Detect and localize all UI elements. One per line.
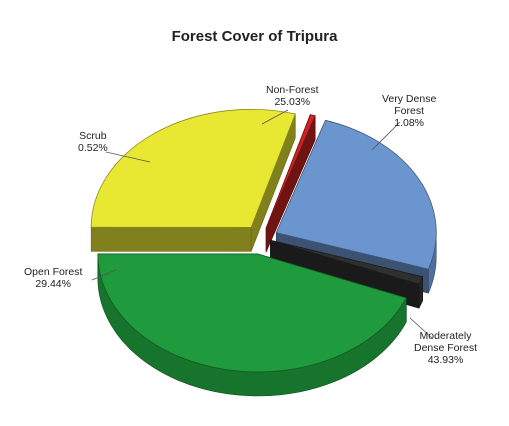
- label-scrub-line1: Scrub: [79, 130, 107, 142]
- slice-open-forest-top: [90, 108, 296, 228]
- label-open-forest-value: 29.44%: [35, 278, 71, 290]
- slice-moderately-dense-forest: [97, 253, 407, 397]
- leader-moderately-dense-forest: [409, 317, 433, 339]
- label-non-forest: Non-Forest 25.03%: [266, 84, 319, 108]
- slice-scrub: [265, 114, 316, 253]
- label-non-forest-line1: Non-Forest: [266, 84, 319, 96]
- slice-very-dense-forest-top: [270, 239, 424, 285]
- slice-moderately-dense-forest-top: [97, 253, 407, 373]
- label-moderately-dense-forest-line2: Dense Forest: [414, 342, 478, 354]
- label-very-dense-forest-line1: Very Dense: [382, 93, 437, 105]
- label-scrub: Scrub 0.52%: [78, 130, 108, 154]
- slice-scrub-top: [265, 114, 316, 229]
- chart-title: Forest Cover of Tripura: [171, 28, 338, 45]
- label-moderately-dense-forest-line1: Moderately: [419, 330, 472, 342]
- label-non-forest-value: 25.03%: [274, 96, 311, 108]
- label-scrub-value: 0.52%: [78, 142, 108, 154]
- slice-non-forest-top: [275, 119, 437, 270]
- leader-non-forest: [261, 109, 289, 125]
- label-very-dense-forest: Very Dense Forest 1.08%: [382, 93, 436, 129]
- leader-lines: [91, 109, 433, 339]
- leader-very-dense-forest: [371, 121, 401, 151]
- leader-scrub: [105, 151, 151, 163]
- label-very-dense-forest-value: 1.08%: [394, 117, 425, 129]
- label-open-forest: Open Forest 29.44%: [24, 266, 82, 290]
- leader-open-forest: [91, 269, 117, 281]
- label-moderately-dense-forest: Moderately Dense Forest 43.93%: [414, 330, 477, 366]
- slice-open-forest: [90, 108, 296, 252]
- label-moderately-dense-forest-value: 43.93%: [427, 354, 464, 366]
- slice-open-forest-wall-0: [90, 226, 252, 252]
- pie-slices: [90, 108, 437, 397]
- label-open-forest-line1: Open Forest: [24, 266, 83, 278]
- label-very-dense-forest-line2: Forest: [394, 105, 425, 117]
